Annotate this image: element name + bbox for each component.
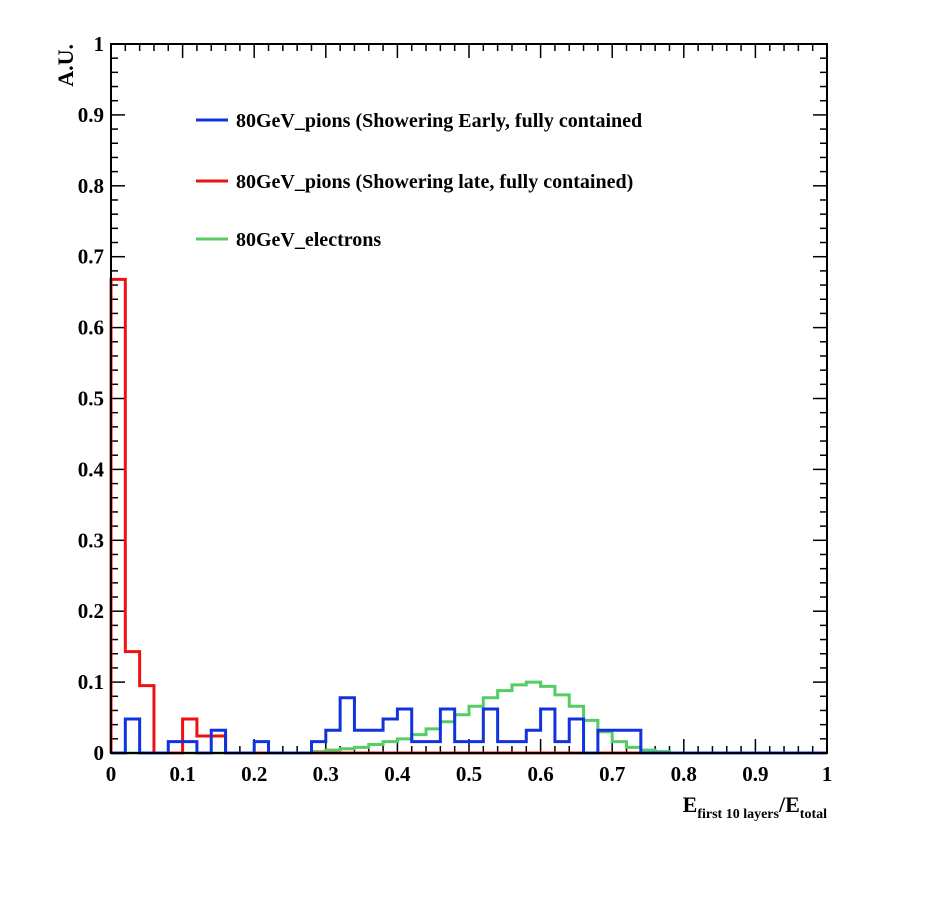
plot-frame [110, 43, 828, 754]
x-tick-label: 0.4 [384, 762, 411, 786]
y-tick-label: 0.7 [78, 245, 104, 269]
x-tick-label: 0 [106, 762, 117, 786]
x-label-numerator: E [683, 792, 698, 817]
x-label-denominator: E [785, 792, 800, 817]
legend: 80GeV_pions (Showering Early, fully cont… [196, 110, 642, 251]
legend-entry: 80GeV_pions (Showering late, fully conta… [236, 171, 633, 193]
x-tick-label: 0.7 [599, 762, 625, 786]
y-tick-label: 0.3 [78, 528, 104, 552]
legend-entry: 80GeV_electrons [236, 229, 381, 251]
x-tick-label: 0.8 [671, 762, 697, 786]
axis-tick-labels: 0 0.1 0.2 0.3 0.4 0.5 0.6 0.7 0.8 0.9 1 0 0.1 0.2 0.3 0… [78, 32, 833, 786]
x-tick-label: 1 [822, 762, 833, 786]
y-tick-label: 0.6 [78, 316, 104, 340]
legend-entry: 80GeV_pions (Showering Early, fully cont… [236, 110, 642, 132]
x-tick-label: 0.1 [169, 762, 195, 786]
y-axis-label: A.U. [53, 44, 78, 87]
y-tick-label: 0.2 [78, 599, 104, 623]
x-axis-label: Efirst 10 layers/Etotal [683, 792, 827, 822]
y-tick-label: 0.5 [78, 387, 104, 411]
x-tick-label: 0.9 [742, 762, 768, 786]
x-label-numerator-sub: first 10 layers [697, 807, 779, 822]
x-tick-label: 0.3 [313, 762, 339, 786]
x-tick-label: 0.2 [241, 762, 267, 786]
x-label-separator: / [778, 792, 786, 817]
x-tick-label: 0.6 [527, 762, 553, 786]
x-label-denominator-sub: total [800, 807, 827, 822]
y-tick-label: 0.4 [78, 457, 105, 481]
y-tick-label: 0.8 [78, 174, 104, 198]
y-tick-label: 0.9 [78, 103, 104, 127]
x-tick-label: 0.5 [456, 762, 482, 786]
y-tick-label: 1 [94, 32, 105, 56]
y-tick-label: 0.1 [78, 670, 104, 694]
y-tick-label: 0 [94, 741, 105, 765]
